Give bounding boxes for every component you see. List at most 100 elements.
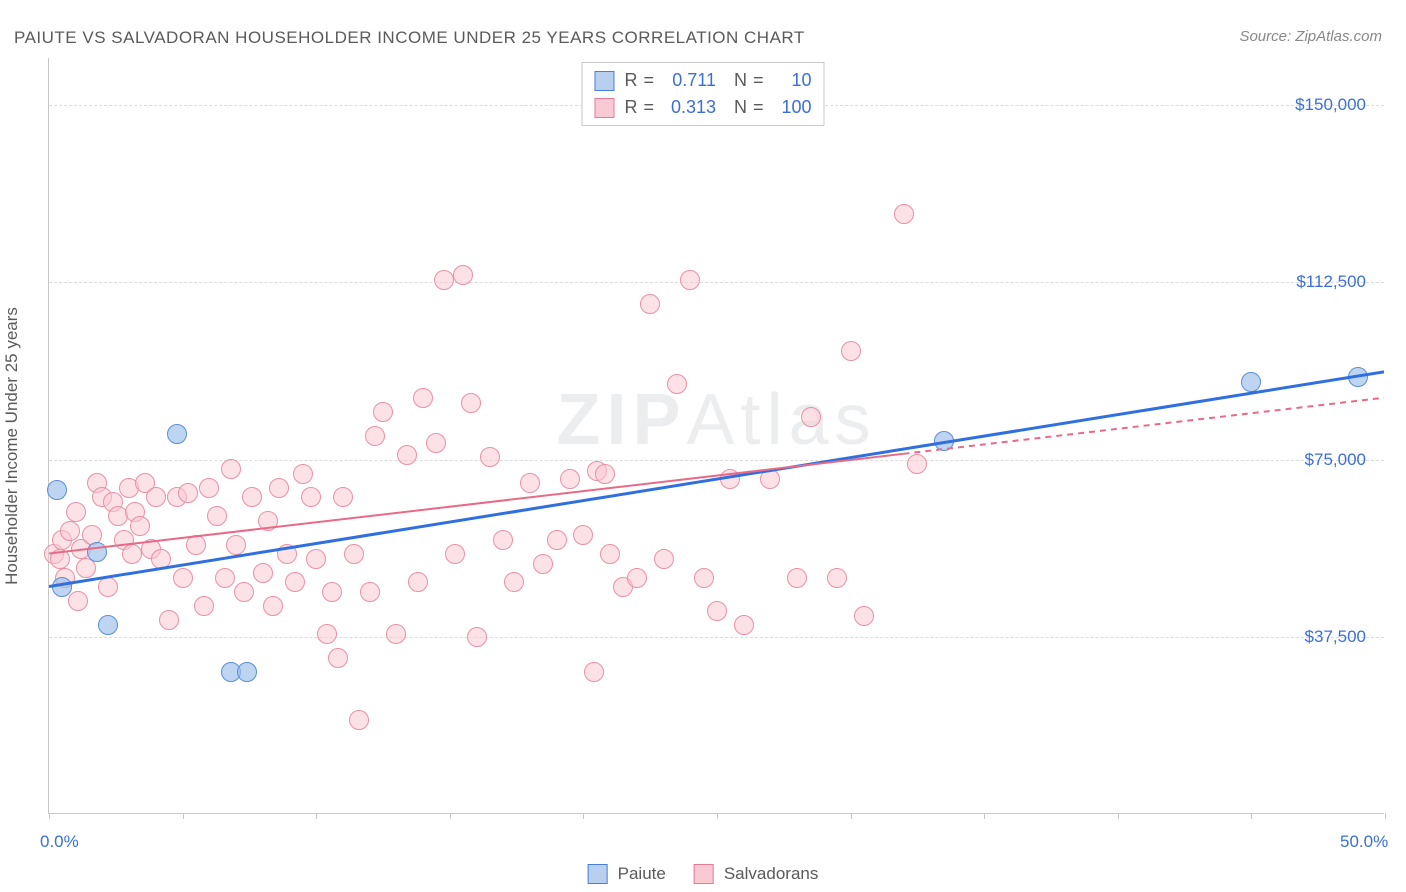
scatter-point xyxy=(146,487,166,507)
scatter-point xyxy=(60,521,80,541)
scatter-point xyxy=(98,615,118,635)
n-value-paiute: 10 xyxy=(766,67,812,94)
scatter-point xyxy=(827,568,847,588)
scatter-point xyxy=(173,568,193,588)
scatter-point xyxy=(242,487,262,507)
scatter-point xyxy=(52,577,72,597)
scatter-point xyxy=(87,542,107,562)
scatter-point xyxy=(333,487,353,507)
scatter-point xyxy=(445,544,465,564)
scatter-point xyxy=(461,393,481,413)
legend-row-paiute: R=0.711 N=10 xyxy=(594,67,811,94)
scatter-point xyxy=(1348,367,1368,387)
legend-series: Paiute Salvadorans xyxy=(588,864,819,884)
x-tick xyxy=(49,813,50,819)
x-tick xyxy=(984,813,985,819)
scatter-point xyxy=(47,480,67,500)
scatter-point xyxy=(344,544,364,564)
x-tick xyxy=(1385,813,1386,819)
x-tick xyxy=(1251,813,1252,819)
scatter-point xyxy=(258,511,278,531)
scatter-point xyxy=(760,469,780,489)
scatter-point xyxy=(207,506,227,526)
scatter-point xyxy=(263,596,283,616)
swatch-paiute xyxy=(594,71,614,91)
chart-container: PAIUTE VS SALVADORAN HOUSEHOLDER INCOME … xyxy=(0,0,1406,892)
x-max-label: 50.0% xyxy=(1340,832,1388,852)
scatter-point xyxy=(269,478,289,498)
scatter-point xyxy=(573,525,593,545)
x-tick xyxy=(717,813,718,819)
scatter-point xyxy=(66,502,86,522)
x-tick xyxy=(1118,813,1119,819)
scatter-point xyxy=(151,549,171,569)
x-tick xyxy=(583,813,584,819)
scatter-point xyxy=(221,459,241,479)
r-value-paiute: 0.711 xyxy=(656,67,716,94)
legend-row-salvadorans: R=0.313 N=100 xyxy=(594,94,811,121)
scatter-point xyxy=(285,572,305,592)
scatter-point xyxy=(301,487,321,507)
scatter-point xyxy=(801,407,821,427)
scatter-point xyxy=(547,530,567,550)
scatter-point xyxy=(178,483,198,503)
legend-item-paiute: Paiute xyxy=(588,864,666,884)
scatter-point xyxy=(349,710,369,730)
scatter-point xyxy=(293,464,313,484)
scatter-point xyxy=(854,606,874,626)
legend-label-salvadorans: Salvadorans xyxy=(724,864,819,884)
scatter-point xyxy=(130,516,150,536)
scatter-point xyxy=(493,530,513,550)
x-tick xyxy=(316,813,317,819)
scatter-point xyxy=(467,627,487,647)
scatter-point xyxy=(894,204,914,224)
scatter-point xyxy=(167,424,187,444)
y-axis-label: Householder Income Under 25 years xyxy=(2,307,22,585)
scatter-point xyxy=(734,615,754,635)
scatter-point xyxy=(560,469,580,489)
legend-item-salvadorans: Salvadorans xyxy=(694,864,819,884)
scatter-point xyxy=(328,648,348,668)
scatter-point xyxy=(226,535,246,555)
x-tick xyxy=(450,813,451,819)
scatter-point xyxy=(322,582,342,602)
x-tick xyxy=(183,813,184,819)
scatter-point xyxy=(707,601,727,621)
scatter-point xyxy=(640,294,660,314)
scatter-point xyxy=(504,572,524,592)
scatter-point xyxy=(159,610,179,630)
scatter-point xyxy=(237,662,257,682)
scatter-point xyxy=(306,549,326,569)
chart-title: PAIUTE VS SALVADORAN HOUSEHOLDER INCOME … xyxy=(14,28,805,48)
n-value-salvadorans: 100 xyxy=(766,94,812,121)
scatter-point xyxy=(186,535,206,555)
scatter-point xyxy=(68,591,88,611)
scatter-points-layer xyxy=(49,58,1384,813)
scatter-point xyxy=(386,624,406,644)
scatter-point xyxy=(480,447,500,467)
scatter-point xyxy=(215,568,235,588)
scatter-point xyxy=(533,554,553,574)
scatter-point xyxy=(434,270,454,290)
scatter-point xyxy=(408,572,428,592)
scatter-point xyxy=(277,544,297,564)
scatter-point xyxy=(841,341,861,361)
scatter-point xyxy=(50,549,70,569)
scatter-point xyxy=(600,544,620,564)
scatter-point xyxy=(317,624,337,644)
scatter-point xyxy=(654,549,674,569)
swatch-paiute-bottom xyxy=(588,864,608,884)
scatter-point xyxy=(234,582,254,602)
x-tick xyxy=(851,813,852,819)
scatter-point xyxy=(397,445,417,465)
scatter-point xyxy=(680,270,700,290)
scatter-point xyxy=(453,265,473,285)
scatter-point xyxy=(199,478,219,498)
scatter-point xyxy=(627,568,647,588)
scatter-point xyxy=(98,577,118,597)
plot-area: ZIPAtlas $37,500$75,000$112,500$150,000 xyxy=(48,58,1384,814)
scatter-point xyxy=(934,431,954,451)
r-value-salvadorans: 0.313 xyxy=(656,94,716,121)
scatter-point xyxy=(413,388,433,408)
scatter-point xyxy=(426,433,446,453)
